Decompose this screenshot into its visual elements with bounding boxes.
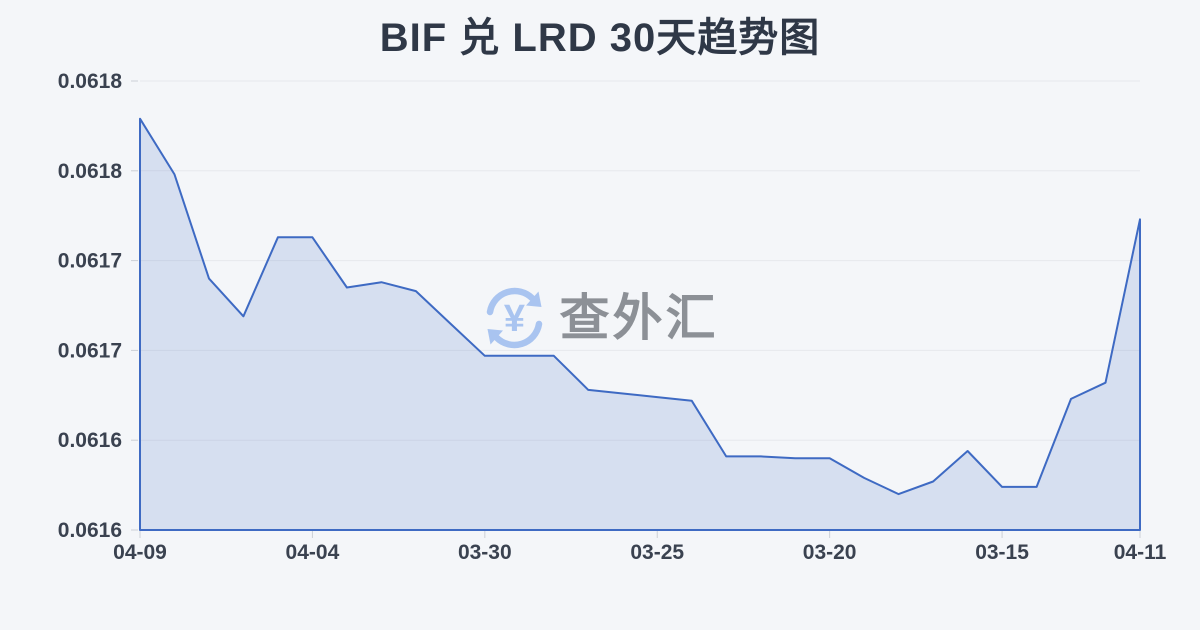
x-tick-label: 03-25 <box>630 541 684 564</box>
x-tick-label: 03-30 <box>458 541 512 564</box>
y-tick-label: 0.0616 <box>58 519 122 542</box>
y-tick-label: 0.0618 <box>58 160 123 183</box>
area-series <box>139 117 1141 531</box>
x-tick-label: 03-15 <box>975 541 1029 564</box>
chart-title: BIF 兑 LRD 30天趋势图 <box>379 16 821 60</box>
y-tick-label: 0.0617 <box>58 339 122 362</box>
y-tick-label: 0.0616 <box>58 429 122 452</box>
x-tick-label: 04-09 <box>113 541 167 564</box>
y-tick-label: 0.0617 <box>58 250 122 273</box>
x-tick-label: 04-04 <box>286 541 340 564</box>
x-tick-label: 04-11 <box>1114 541 1167 564</box>
x-tick-label: 03-20 <box>803 541 857 564</box>
y-tick-label: 0.0618 <box>58 70 123 93</box>
